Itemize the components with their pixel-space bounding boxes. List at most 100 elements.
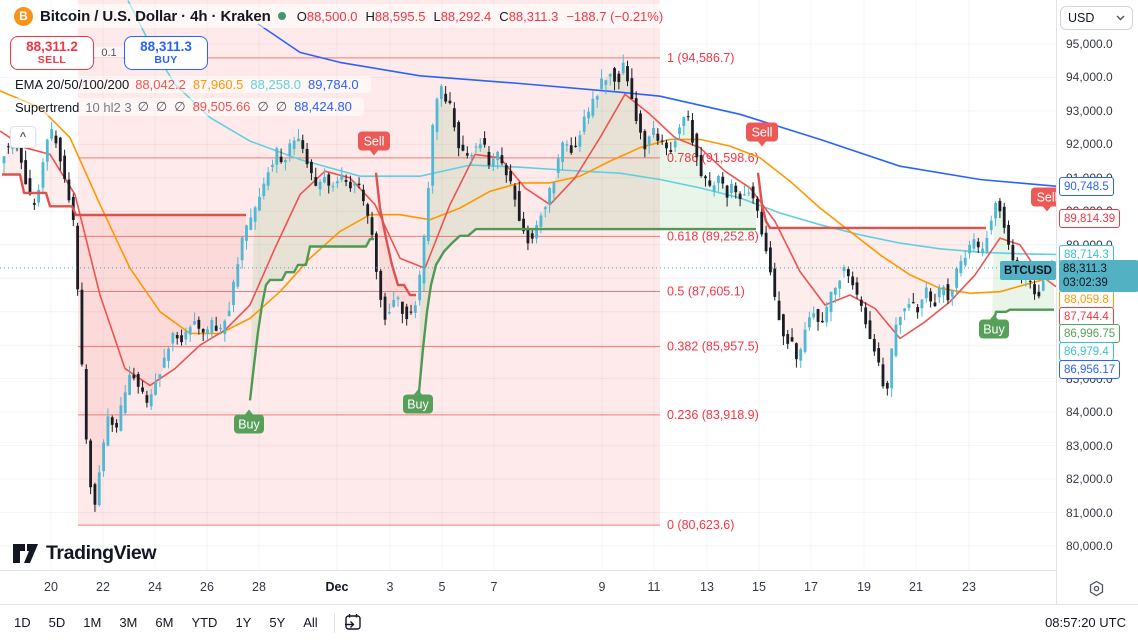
supertrend-fill (376, 172, 416, 316)
range-button-5y[interactable]: 5Y (269, 615, 286, 630)
range-button-all[interactable]: All (303, 615, 318, 630)
time-tick: 20 (44, 580, 58, 594)
supertrend-down-line (2, 173, 246, 217)
range-button-ytd[interactable]: YTD (191, 615, 218, 630)
price-tick: 80,000.0 (1066, 539, 1113, 553)
symbol-header[interactable]: B Bitcoin / U.S. Dollar · 4h · Kraken O 8… (8, 4, 670, 28)
buy-price: 88,311.3 (140, 39, 192, 55)
candles (2, 54, 1054, 512)
ema-label: EMA 20/50/100/200 (15, 77, 130, 92)
market-status-icon (277, 12, 286, 20)
symbol-price-tag: BTCUSD (1000, 261, 1056, 280)
range-button-3m[interactable]: 3M (119, 615, 138, 630)
legend-value: 87,960.5 (192, 77, 244, 92)
high-value: 88,595.5 (374, 8, 426, 24)
low-label: L (433, 8, 441, 24)
price-tick: 84,000.0 (1066, 405, 1113, 420)
sell-marker: Sell (1031, 187, 1056, 212)
open-label: O (296, 8, 307, 24)
price-tick: 83,000.0 (1066, 438, 1113, 453)
supertrend-up-line (248, 237, 374, 401)
currency-selector[interactable]: USD (1060, 6, 1133, 30)
fib-label: 0.236 (83,918.9) (667, 408, 759, 422)
bar-countdown: 03:02:39 (1063, 277, 1108, 289)
legend-value: 88,042.2 (135, 77, 186, 92)
bitcoin-logo-icon: B (14, 6, 33, 26)
price-axis-settings-icon[interactable] (1088, 580, 1105, 597)
svg-text:Buy: Buy (983, 323, 1005, 337)
fib-label: 0.786 (91,598.6) (667, 151, 759, 165)
buy-marker: Buy (979, 314, 1009, 339)
fib-label: 0 (80,623.6) (667, 518, 734, 532)
buy-button[interactable]: 88,311.3 BUY (124, 36, 208, 70)
supertrend-label: Supertrend (15, 99, 80, 115)
time-tick: 19 (857, 580, 871, 594)
legend-value: ∅ (257, 99, 269, 114)
ema200-line (257, 23, 1056, 187)
price-tick: 93,000.0 (1066, 103, 1113, 118)
legend-value: ∅ (174, 99, 186, 114)
price-tick: 82,000.0 (1066, 472, 1113, 487)
time-tick: 7 (490, 580, 498, 594)
fib-label: 0.5 (87,605.1) (667, 284, 745, 298)
change-value: −188.7 (−0.21%) (566, 8, 664, 24)
low-value: 88,292.4 (440, 8, 492, 24)
high-label: H (365, 8, 375, 24)
fib-label: 1 (94,586.7) (667, 51, 734, 65)
tradingview-mark-icon (13, 544, 38, 563)
svg-text:Sell: Sell (364, 135, 385, 149)
sell-price: 88,311.2 (26, 39, 78, 55)
indicator-price-label: 86,956.17 (1059, 360, 1121, 379)
price-tick: 92,000.0 (1066, 137, 1113, 152)
time-tick: 13 (700, 580, 714, 594)
time-tick: 22 (96, 580, 110, 594)
sell-button[interactable]: 88,311.2 SELL (10, 36, 94, 70)
price-tick: 94,000.0 (1066, 70, 1113, 85)
range-button-5d[interactable]: 5D (48, 615, 66, 630)
time-tick: 28 (252, 580, 266, 594)
trade-panel: 88,311.2 SELL 0.1 88,311.3 BUY (10, 36, 208, 70)
fib-label: 0.618 (89,252.8) (667, 229, 759, 243)
legend-value: ∅ (275, 99, 288, 114)
legend-value: ∅ (137, 99, 149, 114)
time-tick: 23 (962, 580, 976, 594)
indicator-price-label: 89,814.39 (1059, 209, 1121, 228)
supertrend-fill (2, 132, 246, 516)
sell-marker: Sell (358, 131, 390, 156)
range-button-6m[interactable]: 6M (155, 615, 174, 630)
time-tick: Dec (325, 580, 349, 594)
time-tick: 17 (804, 580, 818, 594)
range-button-1d[interactable]: 1D (14, 615, 31, 630)
ema-legend[interactable]: EMA 20/50/100/200 88,042.2 87,960.5 88,258… (10, 76, 371, 93)
range-button-1y[interactable]: 1Y (235, 615, 252, 630)
current-price-label: 88,311.3 03:02:39 (1059, 260, 1138, 292)
sell-marker: Sell (746, 122, 778, 147)
legend-value: 88,424.80 (294, 99, 352, 114)
supertrend-down-line (756, 172, 986, 230)
indicator-price-label: 88,714.3 (1059, 245, 1114, 264)
symbol-title: Bitcoin / U.S. Dollar · 4h · Kraken (40, 7, 271, 25)
svg-text:Buy: Buy (407, 398, 429, 412)
time-tick: 15 (752, 580, 766, 594)
time-axis[interactable]: 20 22 24 26 28 Dec 3 5 7 9 11 13 15 17 19 21 23 (0, 570, 1056, 605)
legend-value: 89,505.66 (192, 99, 251, 114)
buy-marker: Buy (234, 409, 264, 434)
legend-value: 89,784.0 (308, 77, 359, 92)
timezone-clock[interactable]: 08:57:20 UTC (1045, 615, 1126, 630)
time-tick: 5 (438, 580, 446, 594)
go-to-date-button[interactable] (343, 613, 363, 632)
legend-collapse-button[interactable]: ^ (10, 126, 36, 148)
buy-marker: Buy (403, 389, 433, 414)
range-button-1m[interactable]: 1M (83, 615, 102, 630)
price-axis[interactable]: USD 95,000.094,000.093,000.092,000.091,0… (1056, 0, 1138, 604)
ema50-line (0, 90, 1056, 335)
time-tick: 3 (386, 580, 394, 594)
tradingview-logo[interactable]: TradingView (12, 542, 157, 565)
tradingview-wordmark: TradingView (46, 542, 157, 564)
indicator-price-label: 90,748.5 (1059, 177, 1114, 196)
indicator-price-label: 86,996.75 (1059, 324, 1121, 343)
indicator-price-label: 86,979.4 (1059, 342, 1114, 361)
ema100-line (127, 0, 1056, 256)
supertrend-legend[interactable]: Supertrend 10 hl2 3 ∅ ∅ ∅ 89,505.66 ∅ ∅ 88,424… (10, 98, 364, 116)
time-tick: 11 (647, 580, 661, 594)
